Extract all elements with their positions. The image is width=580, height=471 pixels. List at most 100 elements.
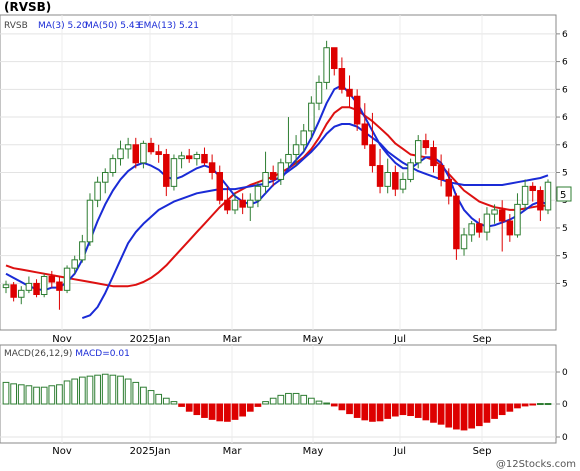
candle-up xyxy=(25,282,33,291)
price-tick-label: 6 xyxy=(562,58,568,68)
candle-down xyxy=(376,165,384,187)
macd-bar-negative xyxy=(239,403,247,417)
x-axis-label: Nov xyxy=(52,446,72,457)
macd-bar-positive xyxy=(170,401,178,405)
macd-bar-positive xyxy=(262,401,269,405)
candle-up xyxy=(315,81,323,104)
macd-bar-negative xyxy=(414,403,422,418)
candle-down xyxy=(155,151,162,155)
macd-bar-negative xyxy=(437,403,445,425)
x-axis-label: Sep xyxy=(473,446,492,457)
candle-down xyxy=(33,282,40,295)
candle-down xyxy=(239,199,246,208)
candle-up xyxy=(544,181,552,211)
macd-bar-negative xyxy=(346,403,353,415)
macd-bar-positive xyxy=(300,394,308,405)
candle-up xyxy=(285,153,292,164)
macd-bar-positive xyxy=(40,386,48,405)
legend-ticker: RVSB xyxy=(4,21,28,31)
macd-bar-negative xyxy=(208,403,216,420)
macd-legend: MACD(26,12,9) MACD=0.01 xyxy=(4,349,130,359)
candle-up xyxy=(262,172,269,187)
candle-up xyxy=(140,142,147,164)
candle-down xyxy=(185,155,193,160)
macd-bar-positive xyxy=(86,375,94,405)
macd-bar-negative xyxy=(475,403,483,427)
chart-title: (RVSB) xyxy=(4,0,51,14)
macd-bar-positive xyxy=(109,374,117,405)
macd-bar-negative xyxy=(445,403,453,428)
macd-bar-positive xyxy=(307,397,315,405)
macd-bar-negative xyxy=(338,403,346,411)
macd-bar-negative xyxy=(216,403,224,422)
macd-bar-negative xyxy=(407,403,414,417)
candle-up xyxy=(460,234,468,250)
candle-up xyxy=(117,148,124,160)
candle-up xyxy=(247,199,254,208)
macd-bar-negative xyxy=(399,403,407,416)
x-axis-label: May xyxy=(303,446,324,457)
candle-up xyxy=(254,185,262,201)
candle-up xyxy=(483,213,491,233)
candle-up xyxy=(124,144,132,150)
candle-down xyxy=(48,275,56,283)
ma50-line xyxy=(81,123,549,320)
last-price-tag: 5 xyxy=(556,186,572,202)
candlesticks xyxy=(2,40,552,310)
candle-down xyxy=(422,140,430,149)
candle-down xyxy=(369,144,376,167)
candle-up xyxy=(292,144,300,155)
candle-down xyxy=(453,195,460,250)
macd-bar-negative xyxy=(224,403,231,422)
macd-bar-negative xyxy=(422,403,430,421)
macd-bar-negative xyxy=(361,403,369,421)
macd-bar-negative xyxy=(254,403,262,407)
last-price-label: 5 xyxy=(560,190,566,201)
macd-bar-positive xyxy=(124,378,132,405)
price-tick-label: 5 xyxy=(562,224,568,234)
candle-down xyxy=(201,153,208,164)
x-axis-label: Sep xyxy=(473,334,492,345)
macd-x-axis-labels: Nov 2025Jan Mar May Jul Sep xyxy=(52,446,491,457)
candle-up xyxy=(231,199,239,211)
candle-down xyxy=(476,223,483,233)
candle-down xyxy=(216,172,223,201)
candle-up xyxy=(71,259,78,269)
macd-bar-negative xyxy=(430,403,437,423)
candle-down xyxy=(147,142,155,153)
macd-tick-label: 0 xyxy=(562,368,568,378)
macd-bar-positive xyxy=(537,403,544,406)
macd-bar-negative xyxy=(369,403,376,422)
macd-bar-positive xyxy=(101,373,109,405)
candle-up xyxy=(308,102,315,132)
macd-bar-negative xyxy=(246,403,254,412)
macd-bar-negative xyxy=(384,403,392,419)
candle-up xyxy=(18,289,25,298)
macd-bar-positive xyxy=(140,386,147,405)
candle-up xyxy=(468,223,475,236)
macd-bar-positive xyxy=(25,385,33,405)
macd-bar-negative xyxy=(185,403,193,412)
candle-down xyxy=(338,68,346,90)
macd-bar-positive xyxy=(323,402,330,405)
macd-bar-positive xyxy=(71,378,79,405)
macd-bar-positive xyxy=(2,381,10,405)
macd-bar-negative xyxy=(468,403,476,429)
candle-up xyxy=(491,209,498,215)
candle-down xyxy=(392,172,399,190)
candle-up xyxy=(514,203,521,236)
x-axis-label: Mar xyxy=(223,334,243,345)
x-axis-label: 2025Jan xyxy=(130,334,171,345)
legend-ema13: EMA(13) 5.21 xyxy=(138,21,199,31)
macd-tick-label: 0 xyxy=(562,400,568,410)
candle-up xyxy=(399,178,407,190)
candle-down xyxy=(529,185,536,192)
candle-down xyxy=(430,147,437,167)
x-axis-label: May xyxy=(303,334,324,345)
candle-down xyxy=(163,153,170,187)
price-tick-label: 5 xyxy=(562,279,568,289)
x-axis-label: Jul xyxy=(393,334,406,345)
macd-bar-negative xyxy=(391,403,399,417)
macd-bar-negative xyxy=(201,403,208,418)
